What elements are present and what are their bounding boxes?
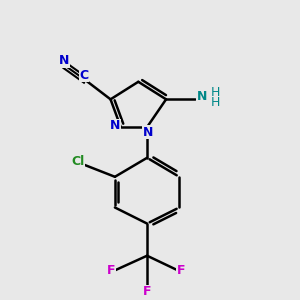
Text: F: F (107, 264, 116, 277)
Text: N: N (196, 91, 207, 103)
Text: F: F (143, 285, 151, 298)
Text: N: N (58, 54, 69, 67)
Text: H: H (211, 86, 220, 99)
Text: N: N (110, 119, 121, 132)
Text: C: C (80, 69, 89, 82)
Text: F: F (177, 264, 185, 277)
Text: N: N (142, 126, 153, 139)
Text: H: H (211, 96, 220, 109)
Text: Cl: Cl (71, 155, 84, 168)
